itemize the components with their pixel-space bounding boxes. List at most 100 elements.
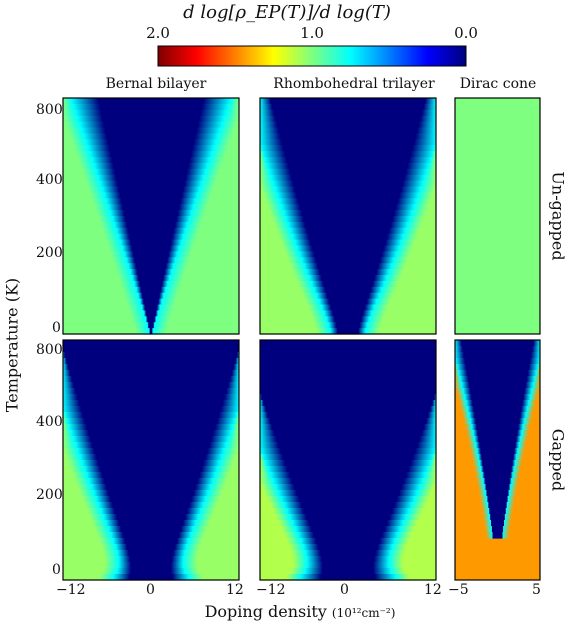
heatmap-row — [455, 508, 540, 515]
heatmap-row — [260, 257, 436, 264]
heatmap-row — [260, 490, 436, 497]
heatmap-row — [260, 186, 436, 193]
heatmap-row — [63, 263, 239, 270]
heatmap-row — [63, 227, 239, 235]
heatmap-row — [260, 466, 436, 473]
x-tick-trilayer-left: −12 — [256, 582, 286, 598]
y-tick-0-bottom: 0 — [52, 562, 61, 578]
y-tick-400-top: 400 — [36, 172, 63, 188]
heatmap-row — [260, 233, 436, 241]
heatmap-row — [260, 454, 436, 461]
column-title-rhombohedral-trilayer: Rhombohedral trilayer — [273, 76, 435, 92]
heatmap-row — [260, 310, 436, 317]
heatmap-row — [455, 442, 540, 449]
heatmap-row — [455, 412, 540, 419]
heatmap-row — [260, 145, 436, 152]
heatmap-row — [63, 210, 239, 217]
heatmap-row — [455, 400, 540, 407]
heatmap-row — [260, 103, 436, 111]
heatmap-row — [63, 502, 239, 509]
heatmap-row — [63, 269, 239, 276]
heatmap-row — [260, 198, 436, 205]
heatmap-row — [63, 245, 239, 252]
heatmap-row — [260, 562, 436, 569]
heatmap-row — [260, 460, 436, 467]
heatmap-row — [455, 526, 540, 533]
heatmap-row — [260, 151, 436, 158]
heatmap-row — [455, 532, 540, 539]
colorbar-title: d log[ρ_EP(T)]/d log(T) — [183, 2, 391, 23]
heatmap-row — [260, 127, 436, 134]
heatmap-row — [260, 412, 436, 419]
heatmap-row — [63, 556, 239, 563]
heatmap-row — [455, 382, 540, 389]
heatmap-row — [260, 502, 436, 509]
heatmap-row — [63, 127, 239, 134]
heatmap-row — [260, 508, 436, 515]
heatmap-row — [63, 496, 239, 503]
heatmap-row — [260, 210, 436, 217]
heatmap-row — [63, 304, 239, 311]
x-tick-dirac-left: −5 — [448, 582, 469, 598]
heatmap-panel-trilayer-ungapped — [259, 97, 437, 335]
heatmap-row — [63, 568, 239, 575]
heatmap-row — [260, 109, 436, 117]
heatmap-row — [63, 454, 239, 461]
heatmap-row — [63, 574, 239, 581]
heatmap-row — [63, 532, 239, 539]
heatmap-row — [260, 394, 436, 401]
heatmap-row — [260, 298, 436, 306]
heatmap-row — [63, 472, 239, 479]
heatmap-row — [455, 406, 540, 413]
heatmap-row — [63, 151, 239, 158]
heatmap-row — [260, 448, 436, 455]
heatmap-row — [63, 550, 239, 557]
heatmap-row — [63, 251, 239, 258]
colorbar-tick-low: 0.0 — [454, 24, 478, 42]
heatmap-row — [260, 192, 436, 199]
x-axis-title-text: Doping density — [204, 602, 327, 621]
heatmap-row — [260, 352, 436, 359]
heatmap-row — [63, 103, 239, 111]
heatmap-row — [260, 322, 436, 329]
y-tick-0-top: 0 — [52, 320, 61, 336]
heatmap-row — [455, 346, 540, 353]
heatmap-row — [63, 168, 239, 176]
heatmap-row — [63, 376, 239, 383]
x-tick-bilayer-right: 12 — [226, 582, 244, 598]
heatmap-row — [63, 286, 239, 294]
heatmap-row — [63, 364, 239, 371]
heatmap-row — [63, 192, 239, 199]
heatmap-row — [260, 316, 436, 323]
heatmap-row — [455, 520, 540, 527]
heatmap-row — [260, 204, 436, 211]
heatmap-row — [260, 168, 436, 176]
heatmap-row — [260, 424, 436, 431]
heatmap-row — [455, 490, 540, 497]
heatmap-row — [63, 538, 239, 545]
panel-frame — [259, 97, 437, 335]
heatmap-row — [63, 145, 239, 152]
column-title-dirac-cone: Dirac cone — [459, 76, 537, 92]
heatmap-panel-bilayer-ungapped — [62, 97, 240, 335]
heatmap-row — [260, 514, 436, 521]
heatmap-row — [260, 418, 436, 425]
heatmap-row — [260, 162, 436, 170]
heatmap-row — [63, 198, 239, 205]
heatmap-row — [63, 310, 239, 317]
heatmap-row — [260, 436, 436, 443]
column-title-bernal-bilayer: Bernal bilayer — [105, 76, 207, 92]
heatmap-row — [260, 382, 436, 389]
heatmap-row — [260, 526, 436, 533]
heatmap-row — [260, 286, 436, 294]
heatmap-row — [63, 388, 239, 395]
heatmap-row — [455, 430, 540, 437]
heatmap-row — [63, 322, 239, 329]
heatmap-panel-bilayer-gapped — [62, 339, 240, 581]
x-tick-bilayer-center: 0 — [146, 582, 155, 598]
heatmap-row — [63, 292, 239, 300]
heatmap-row — [63, 233, 239, 241]
heatmap-row — [260, 216, 436, 223]
heatmap-row — [63, 436, 239, 443]
